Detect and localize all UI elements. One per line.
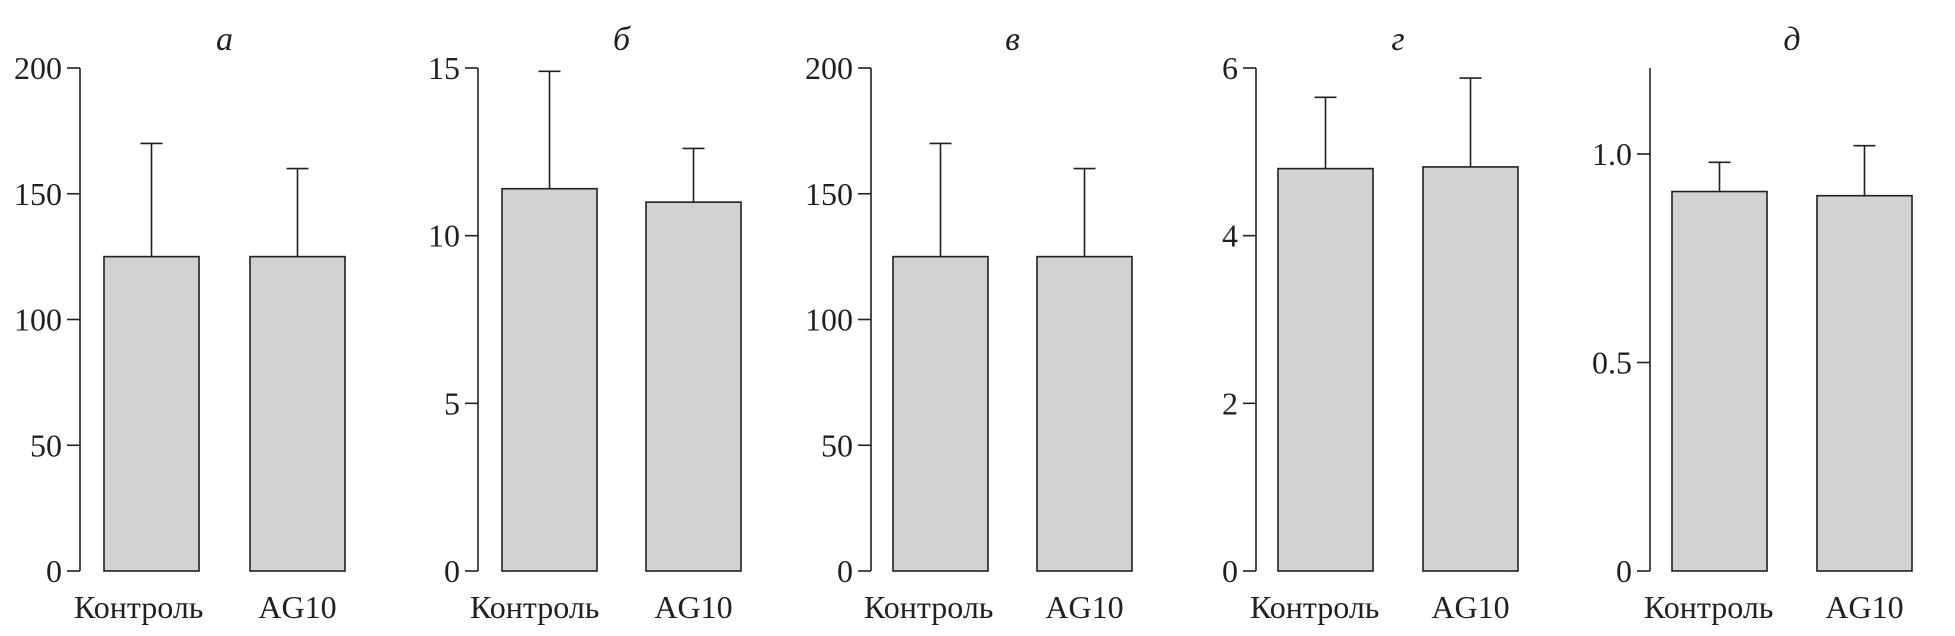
y-tick-label: 10 <box>428 218 460 254</box>
y-tick-label: 0 <box>1616 553 1632 589</box>
panel-title: а <box>216 21 233 58</box>
y-tick-label: 200 <box>805 50 853 86</box>
y-tick-label: 0 <box>46 553 62 589</box>
y-tick-label: 0.5 <box>1592 345 1632 381</box>
y-tick-label: 150 <box>14 176 62 212</box>
panel-title: в <box>1005 21 1020 58</box>
bar <box>892 255 989 572</box>
x-category-label: AG10 <box>1045 589 1123 625</box>
bar <box>645 201 742 572</box>
x-category-label: Контроль <box>1644 589 1773 625</box>
x-category-label: AG10 <box>1825 589 1903 625</box>
y-tick-label: 100 <box>14 302 62 338</box>
panel-title: г <box>1391 21 1404 58</box>
y-tick-label: 150 <box>805 176 853 212</box>
x-category-label: Контроль <box>864 589 993 625</box>
y-tick-label: 100 <box>805 302 853 338</box>
y-tick-label: 1.0 <box>1592 136 1632 172</box>
panel-title: б <box>613 21 632 58</box>
y-tick-label: 0 <box>837 553 853 589</box>
y-tick-label: 6 <box>1222 50 1238 86</box>
y-tick-label: 2 <box>1222 385 1238 421</box>
bar <box>501 187 598 572</box>
y-tick-label: 15 <box>428 50 460 86</box>
bar <box>1816 194 1913 572</box>
bar <box>1036 255 1133 572</box>
y-tick-label: 5 <box>444 385 460 421</box>
y-tick-label: 4 <box>1222 218 1238 254</box>
x-category-label: Контроль <box>470 589 599 625</box>
bar <box>1422 166 1519 572</box>
y-tick-label: 0 <box>444 553 460 589</box>
x-category-label: Контроль <box>74 589 203 625</box>
x-category-label: AG10 <box>1431 589 1509 625</box>
y-tick-label: 0 <box>1222 553 1238 589</box>
bar <box>1277 167 1374 572</box>
panel-title: д <box>1783 21 1800 58</box>
bar <box>1671 190 1768 572</box>
y-tick-label: 50 <box>821 427 853 463</box>
x-category-label: AG10 <box>258 589 336 625</box>
x-category-label: Контроль <box>1250 589 1379 625</box>
bar <box>103 255 200 572</box>
x-category-label: AG10 <box>654 589 732 625</box>
bar <box>249 255 346 572</box>
y-tick-label: 50 <box>30 427 62 463</box>
y-tick-label: 200 <box>14 50 62 86</box>
